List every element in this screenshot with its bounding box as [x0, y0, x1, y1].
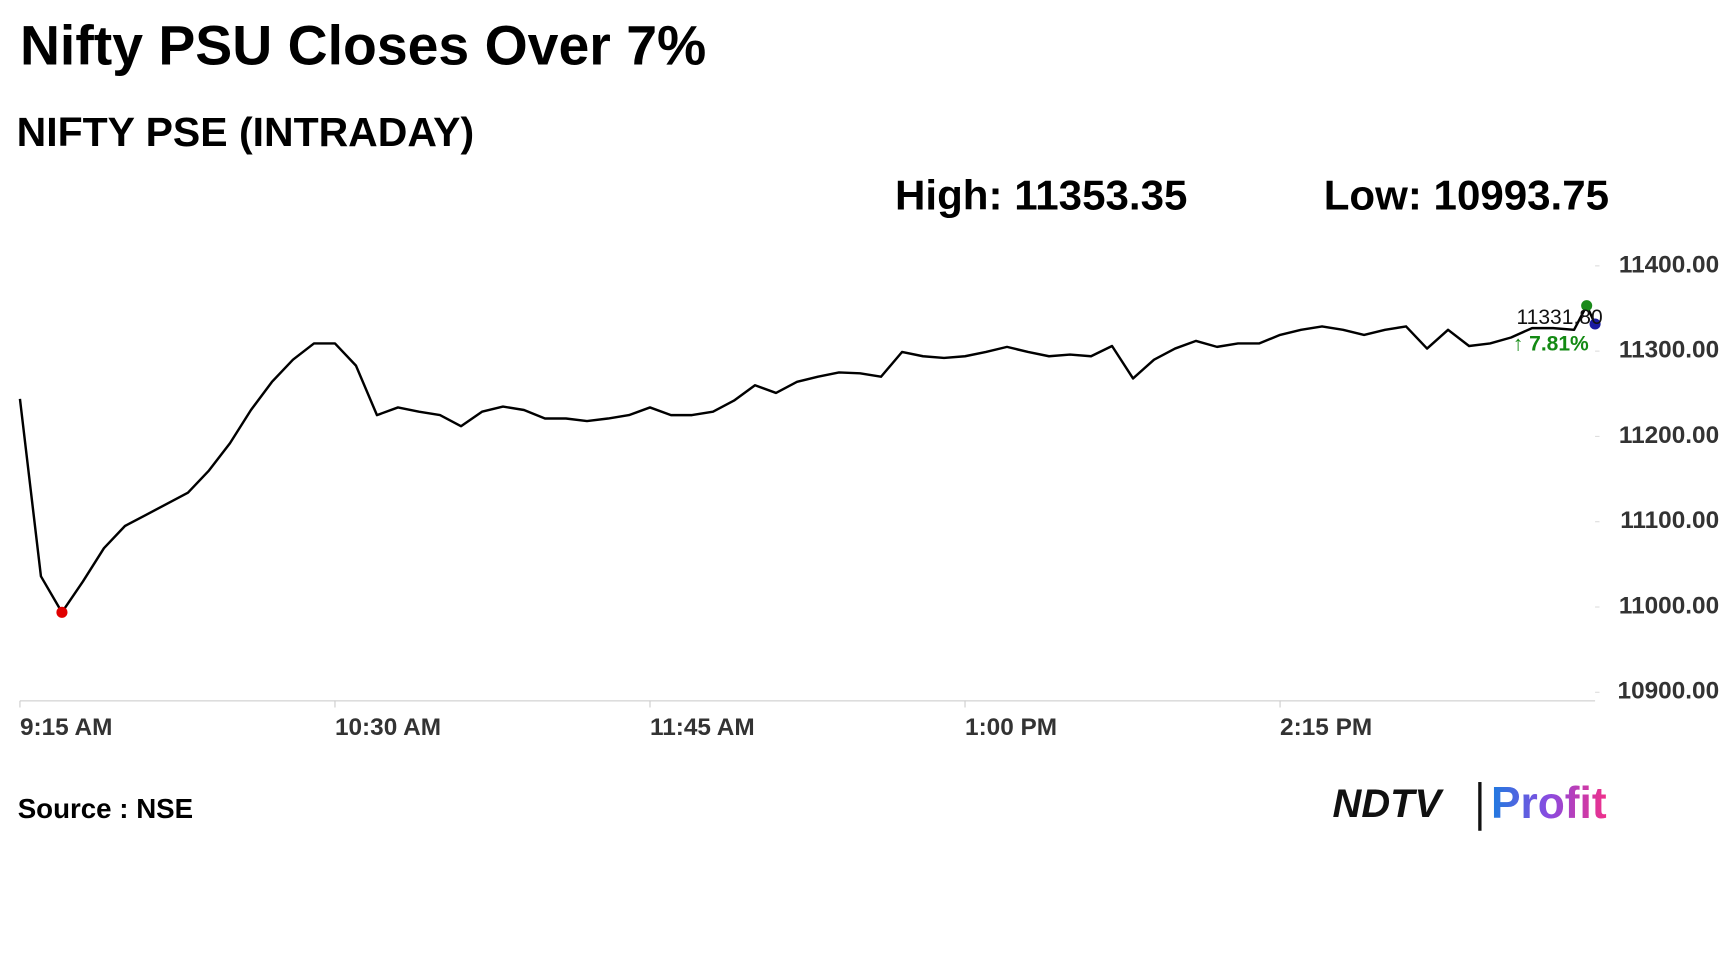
x-tick-label: 11:45 AM — [650, 714, 755, 741]
high-value: 11353.35 — [1014, 171, 1187, 218]
high-text: High: 11353.35 — [895, 171, 1187, 218]
low-marker — [56, 606, 68, 618]
x-tick-label: 1:00 PM — [965, 714, 1057, 741]
x-tick-label: 2:15 PM — [1280, 714, 1372, 741]
y-tick-label: 11300.00 — [1619, 337, 1719, 364]
last-price-label: 11331.80 — [1517, 306, 1603, 329]
high-marker — [1581, 300, 1593, 312]
low-label: Low: — [1324, 171, 1422, 218]
logo-product: Profit — [1491, 779, 1607, 828]
last-marker — [1589, 318, 1601, 330]
y-tick-label: 11100.00 — [1620, 507, 1719, 534]
low-text: Low: 10993.75 — [1324, 171, 1609, 218]
source: Source : NSE — [18, 793, 193, 824]
change-label: ↑ 7.81% — [1513, 333, 1589, 356]
y-tick-label: 11200.00 — [1619, 422, 1719, 449]
y-tick-label: 10900.00 — [1618, 678, 1720, 705]
price-line — [18, 304, 1597, 614]
plot-area: 9:15 AM 10:30 AM 11:45 AM 1:00 PM 2:15 PM 109… — [18, 251, 1720, 741]
low-value: 10993.75 — [1434, 171, 1610, 218]
chart-title: Nifty PSU Closes Over 7% — [20, 14, 706, 76]
x-tick-label: 10:30 AM — [335, 714, 441, 741]
y-tick-label: 11400.00 — [1619, 251, 1719, 278]
chart-subtitle: NIFTY PSE (INTRADAY) — [17, 109, 475, 155]
logo-brand: NDTV — [1333, 782, 1445, 826]
high-label: High: — [895, 171, 1003, 218]
x-tick-label: 9:15 AM — [20, 714, 113, 741]
y-tick-label: 11000.00 — [1619, 592, 1719, 619]
